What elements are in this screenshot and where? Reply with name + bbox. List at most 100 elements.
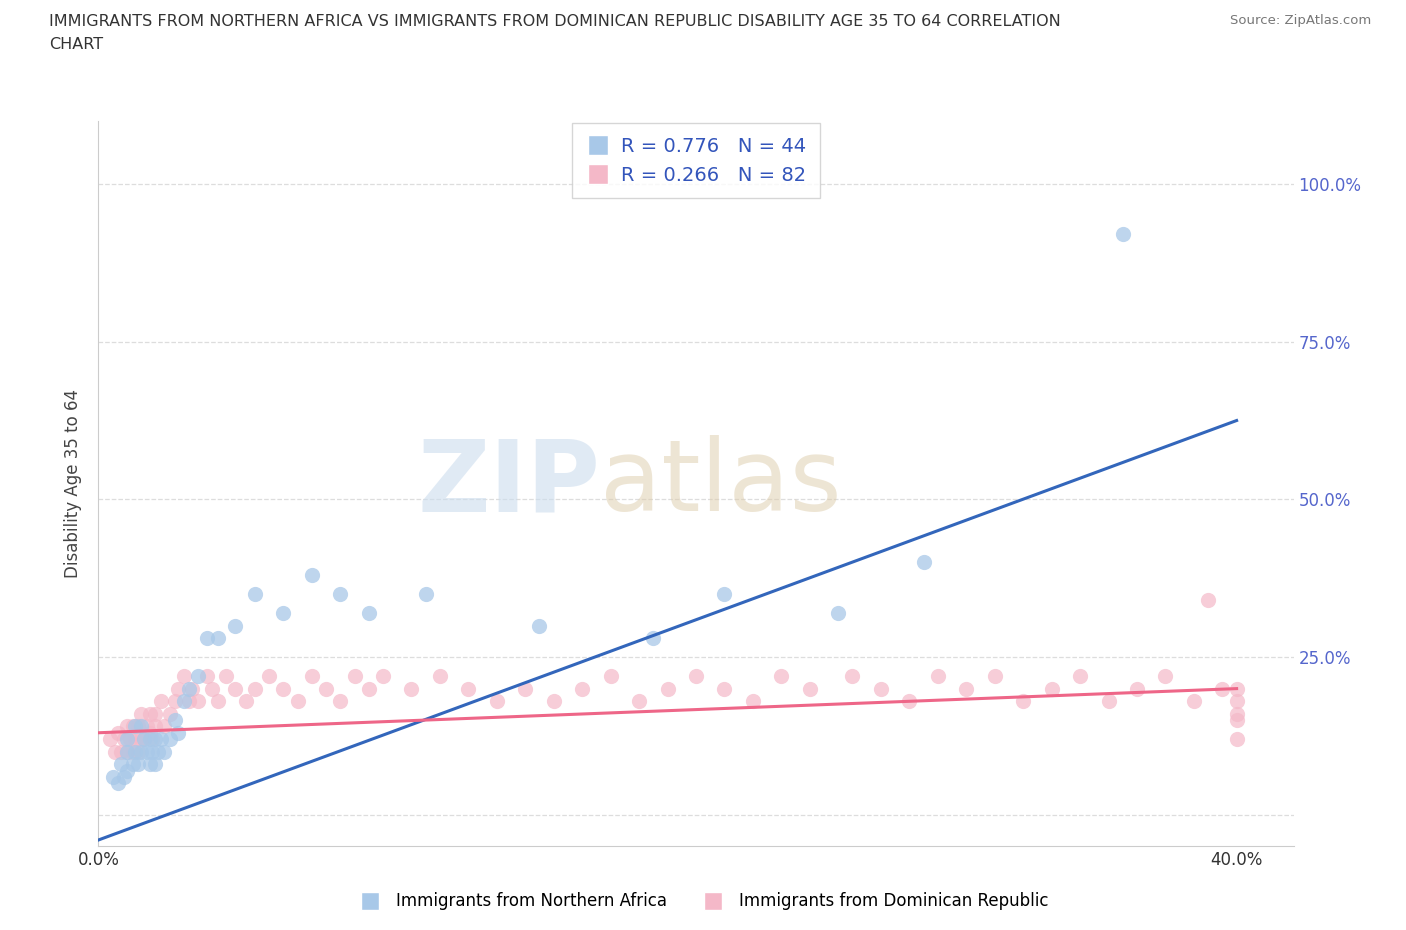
Point — [115, 744, 138, 759]
Point — [870, 681, 893, 696]
Point — [912, 555, 935, 570]
Point — [148, 744, 170, 759]
Y-axis label: Disability Age 35 to 64: Disability Age 35 to 64 — [65, 389, 83, 578]
Point — [179, 694, 201, 709]
Point — [571, 681, 593, 696]
Point — [329, 587, 352, 602]
Point — [138, 732, 160, 747]
Point — [187, 669, 209, 684]
Point — [713, 587, 735, 602]
Point — [543, 694, 565, 709]
Point — [112, 732, 135, 747]
Point — [150, 732, 173, 747]
Point — [195, 631, 218, 645]
Point — [357, 605, 380, 620]
Text: atlas: atlas — [600, 435, 842, 532]
Point — [115, 719, 138, 734]
Point — [224, 681, 246, 696]
Point — [401, 681, 423, 696]
Text: CHART: CHART — [49, 37, 103, 52]
Point — [165, 694, 187, 709]
Point — [1197, 592, 1219, 607]
Point — [104, 744, 127, 759]
Point — [741, 694, 763, 709]
Point — [115, 732, 138, 747]
Point — [1226, 707, 1249, 722]
Point — [127, 744, 149, 759]
Point — [143, 707, 166, 722]
Point — [1069, 669, 1091, 684]
Point — [124, 719, 146, 734]
Point — [143, 757, 166, 772]
Point — [257, 669, 280, 684]
Point — [343, 669, 366, 684]
Point — [143, 719, 166, 734]
Point — [159, 707, 181, 722]
Point — [207, 694, 229, 709]
Point — [301, 669, 323, 684]
Point — [357, 681, 380, 696]
Point — [207, 631, 229, 645]
Point — [115, 744, 138, 759]
Point — [179, 681, 201, 696]
Text: IMMIGRANTS FROM NORTHERN AFRICA VS IMMIGRANTS FROM DOMINICAN REPUBLIC DISABILITY: IMMIGRANTS FROM NORTHERN AFRICA VS IMMIG… — [49, 14, 1062, 29]
Point — [138, 707, 160, 722]
Text: ZIP: ZIP — [418, 435, 600, 532]
Point — [195, 669, 218, 684]
Point — [129, 719, 152, 734]
Point — [599, 669, 621, 684]
Point — [187, 694, 209, 709]
Point — [984, 669, 1007, 684]
Point — [127, 757, 149, 772]
Point — [121, 744, 143, 759]
Point — [159, 732, 181, 747]
Point — [301, 567, 323, 582]
Text: Source: ZipAtlas.com: Source: ZipAtlas.com — [1230, 14, 1371, 27]
Point — [135, 744, 157, 759]
Point — [121, 719, 143, 734]
Point — [515, 681, 537, 696]
Point — [1182, 694, 1205, 709]
Point — [243, 587, 266, 602]
Point — [165, 712, 187, 727]
Point — [129, 707, 152, 722]
Point — [529, 618, 551, 633]
Point — [181, 681, 204, 696]
Point — [713, 681, 735, 696]
Point — [415, 587, 437, 602]
Point — [143, 732, 166, 747]
Point — [273, 605, 295, 620]
Point — [135, 719, 157, 734]
Point — [167, 681, 190, 696]
Point — [955, 681, 977, 696]
Point — [1211, 681, 1233, 696]
Point — [141, 744, 163, 759]
Point — [124, 744, 146, 759]
Point — [173, 669, 195, 684]
Point — [98, 732, 121, 747]
Point — [657, 681, 679, 696]
Point — [841, 669, 863, 684]
Point — [110, 744, 132, 759]
Point — [1097, 694, 1119, 709]
Point — [429, 669, 451, 684]
Point — [215, 669, 238, 684]
Point — [273, 681, 295, 696]
Point — [770, 669, 793, 684]
Point — [927, 669, 949, 684]
Point — [138, 725, 160, 740]
Point — [235, 694, 257, 709]
Point — [1112, 227, 1135, 242]
Point — [628, 694, 651, 709]
Point — [107, 776, 129, 790]
Point — [129, 744, 152, 759]
Point — [827, 605, 849, 620]
Point — [1012, 694, 1035, 709]
Point — [153, 744, 176, 759]
Point — [685, 669, 707, 684]
Point — [107, 725, 129, 740]
Point — [643, 631, 665, 645]
Point — [898, 694, 921, 709]
Point — [167, 725, 190, 740]
Point — [132, 732, 155, 747]
